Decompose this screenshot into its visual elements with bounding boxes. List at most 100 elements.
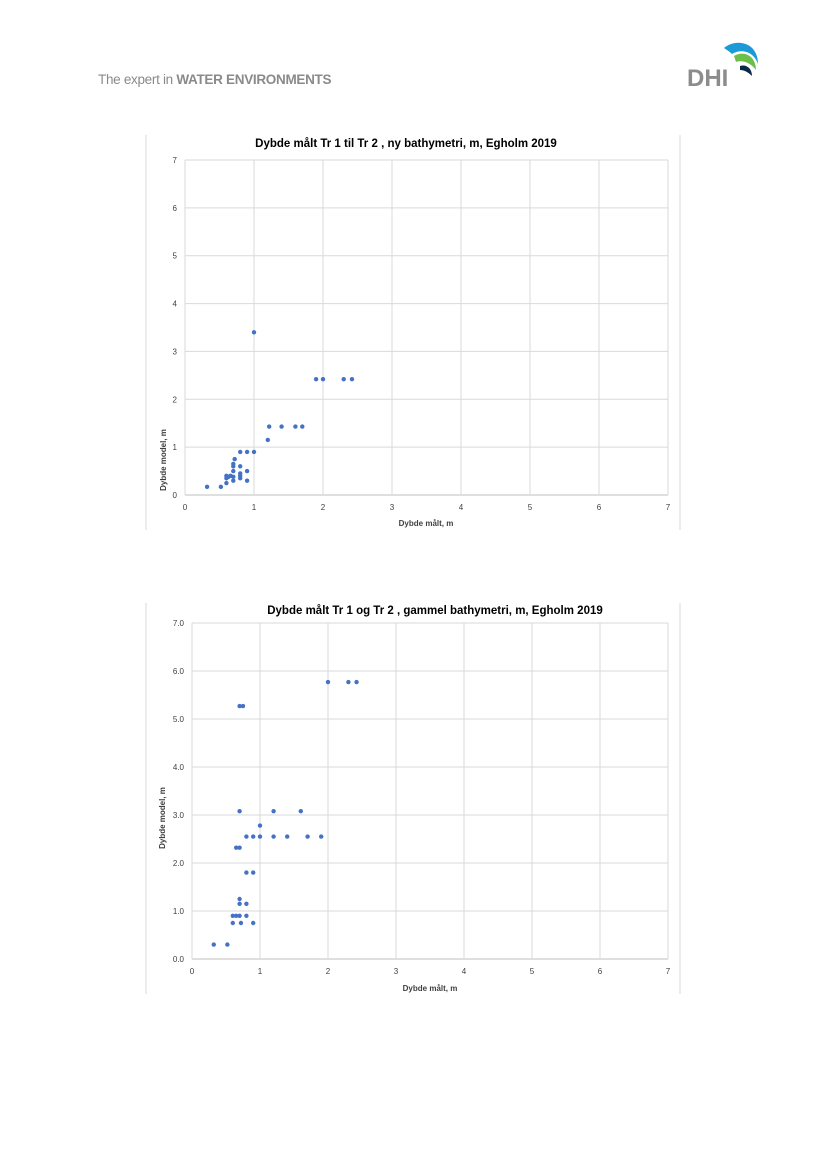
y-axis-label: Dybde model, m xyxy=(158,787,167,849)
logo-wave-navy xyxy=(740,65,752,76)
y-axis-ticks: 0.0 1.0 2.0 3.0 4.0 5.0 6.0 7.0 xyxy=(173,619,185,964)
data-point xyxy=(231,474,236,480)
y-tick-label: 4 xyxy=(173,300,178,309)
x-tick-label: 7 xyxy=(666,503,671,512)
data-point xyxy=(325,679,331,685)
data-point xyxy=(266,424,272,429)
x-tick-label: 5 xyxy=(530,967,535,976)
tagline: The expert in WATER ENVIRONMENTS xyxy=(98,72,332,87)
y-tick-label: 6.0 xyxy=(173,667,185,676)
data-point xyxy=(293,424,298,429)
data-point xyxy=(225,942,230,947)
y-tick-label: 7.0 xyxy=(173,619,185,628)
chart-grid xyxy=(184,159,669,496)
x-tick-label: 4 xyxy=(459,503,464,512)
data-point xyxy=(300,424,305,429)
x-tick-label: 6 xyxy=(597,503,602,512)
data-point xyxy=(204,484,210,490)
data-point xyxy=(244,834,249,839)
chart-frame xyxy=(145,135,681,530)
logo-wave-blue xyxy=(724,42,758,64)
data-point xyxy=(244,449,250,455)
y-axis-label: Dybde model, m xyxy=(159,429,168,491)
data-point xyxy=(271,834,276,839)
data-point xyxy=(244,913,249,918)
data-point xyxy=(224,480,229,486)
y-tick-label: 3.0 xyxy=(173,811,185,820)
data-point xyxy=(218,484,224,490)
data-point xyxy=(257,834,263,839)
data-point xyxy=(251,870,256,875)
data-point xyxy=(298,808,303,814)
data-point xyxy=(230,913,235,918)
data-point xyxy=(257,823,263,828)
data-point xyxy=(237,901,242,906)
dhi-logo: DHI xyxy=(687,42,758,90)
scatter-chart-ny-bathymetri: Dybde målt Tr 1 til Tr 2 , ny bathymetri… xyxy=(145,135,681,530)
x-tick-label: 5 xyxy=(528,503,533,512)
data-point xyxy=(238,449,243,455)
y-tick-label: 2 xyxy=(173,395,178,404)
tagline-bold: WATER ENVIRONMENTS xyxy=(176,72,332,87)
chart-grid xyxy=(191,622,669,960)
data-point xyxy=(230,920,235,926)
y-axis-ticks: 0 1 2 3 4 5 6 7 xyxy=(173,156,178,500)
data-point xyxy=(349,376,355,382)
x-tick-label: 0 xyxy=(190,967,195,976)
x-axis-ticks: 0 1 2 3 4 5 6 7 xyxy=(183,503,671,512)
data-point xyxy=(211,942,216,947)
data-point xyxy=(244,870,249,875)
data-point xyxy=(237,808,242,814)
x-tick-label: 1 xyxy=(252,503,257,512)
data-point xyxy=(244,468,250,474)
data-point xyxy=(231,461,236,467)
data-point xyxy=(244,478,250,483)
y-tick-label: 1 xyxy=(173,443,178,452)
x-tick-label: 0 xyxy=(183,503,188,512)
data-point xyxy=(320,376,326,382)
data-point xyxy=(234,913,239,918)
data-point xyxy=(251,330,257,335)
data-points xyxy=(204,330,355,490)
x-tick-label: 6 xyxy=(598,967,603,976)
data-point xyxy=(271,808,276,814)
x-tick-label: 2 xyxy=(321,503,326,512)
y-tick-label: 4.0 xyxy=(173,763,185,772)
data-point xyxy=(237,703,242,709)
y-tick-label: 0 xyxy=(173,491,178,500)
data-point xyxy=(240,703,246,709)
data-point xyxy=(279,424,284,429)
x-tick-label: 2 xyxy=(326,967,331,976)
y-tick-label: 3 xyxy=(173,347,178,356)
y-tick-label: 1.0 xyxy=(173,907,185,916)
data-point xyxy=(238,471,243,476)
data-point xyxy=(238,464,243,469)
y-tick-label: 2.0 xyxy=(173,859,185,868)
data-point xyxy=(237,845,242,850)
chart-title: Dybde målt Tr 1 og Tr 2 , gammel bathyme… xyxy=(267,605,603,617)
logo-text: DHI xyxy=(687,65,728,90)
y-tick-label: 6 xyxy=(173,204,178,213)
chart-title: Dybde målt Tr 1 til Tr 2 , ny bathymetri… xyxy=(255,138,557,150)
data-point xyxy=(251,449,257,455)
data-point xyxy=(319,834,324,839)
data-point xyxy=(346,679,351,685)
y-tick-label: 7 xyxy=(173,156,178,165)
data-point xyxy=(265,437,270,443)
x-tick-label: 1 xyxy=(258,967,263,976)
logo-wave-green xyxy=(734,53,756,70)
data-point xyxy=(341,376,346,382)
x-tick-label: 7 xyxy=(666,967,671,976)
data-point xyxy=(231,468,236,474)
data-point xyxy=(251,920,256,926)
x-tick-label: 3 xyxy=(390,503,395,512)
x-axis-label: Dybde målt, m xyxy=(399,519,454,528)
data-point xyxy=(354,679,359,685)
x-tick-label: 3 xyxy=(394,967,399,976)
tagline-prefix: The expert in xyxy=(98,72,177,87)
x-axis-ticks: 0 1 2 3 4 5 6 7 xyxy=(190,967,671,976)
y-tick-label: 5 xyxy=(173,252,178,261)
x-axis-label: Dybde målt, m xyxy=(403,984,458,993)
y-tick-label: 0.0 xyxy=(173,955,185,964)
data-point xyxy=(234,845,239,850)
